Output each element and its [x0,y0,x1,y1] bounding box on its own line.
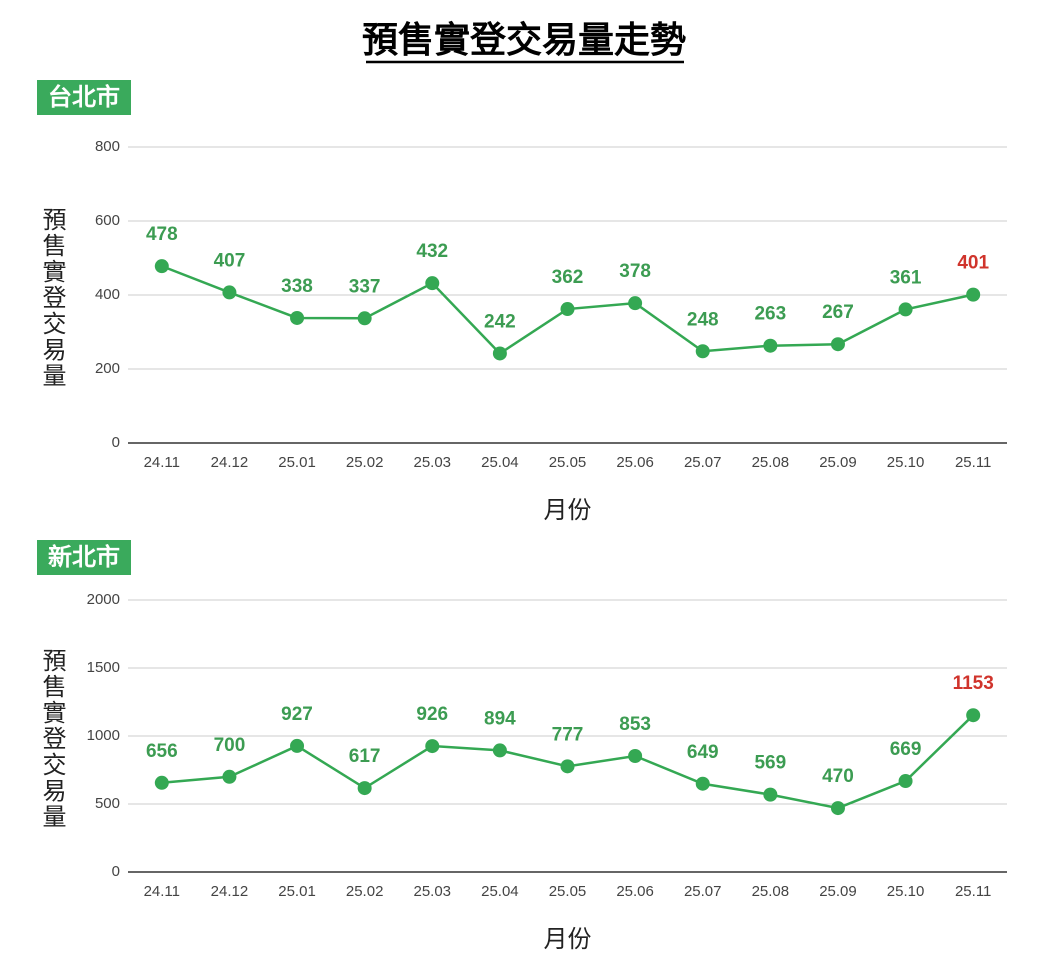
value-label: 894 [484,708,516,729]
point [357,781,372,796]
point [492,743,507,758]
value-label: 777 [552,724,584,745]
value-label: 478 [146,224,178,245]
badge [37,540,131,575]
value-label: 649 [687,742,719,763]
point [290,310,305,325]
x-tick-label: 25.03 [413,454,451,471]
x-tick-label: 25.05 [549,883,587,900]
y-tick-label: 800 [95,138,120,155]
point [695,344,710,359]
x-tick-label: 25.08 [752,454,790,471]
point [560,302,575,317]
value-label: 669 [890,739,922,760]
value-label: 242 [484,311,516,332]
point [425,739,440,754]
y-tick-label: 1000 [87,727,120,744]
point [898,302,913,317]
page-title: 預售實登交易量走勢 [362,19,686,61]
point [222,769,237,784]
x-tick-label: 25.10 [887,883,925,900]
value-label: 569 [754,753,786,774]
x-tick-label: 24.12 [211,883,249,900]
x-tick-label: 25.02 [346,883,384,900]
x-tick-label: 25.01 [278,454,316,471]
badge [37,80,131,115]
point [154,259,169,274]
x-axis-label: 月份 [544,496,592,524]
value-label: 263 [754,304,786,325]
value-label: 361 [890,267,922,288]
value-label: 853 [619,714,651,735]
value-label: 926 [416,704,448,725]
x-tick-label: 25.09 [819,454,857,471]
x-tick-label: 24.11 [144,454,180,471]
point [357,311,372,326]
value-label: 1153 [953,673,994,694]
value-label: 401 [957,253,989,274]
y-tick-label: 500 [95,795,120,812]
point [425,276,440,291]
x-tick-label: 25.08 [752,883,790,900]
y-tick-label: 1500 [87,659,120,676]
point [695,776,710,791]
point [628,296,643,311]
point [763,338,778,353]
point [966,708,981,723]
x-axis-label: 月份 [544,925,592,953]
point [966,287,981,302]
y-axis-label: 預售實登交易量 [38,648,66,830]
y-tick-label: 400 [95,286,120,303]
y-tick-label: 2000 [87,591,120,608]
y-tick-label: 0 [112,434,120,451]
value-label: 248 [687,309,719,330]
point [492,346,507,361]
x-tick-label: 25.01 [278,883,316,900]
x-tick-label: 25.06 [616,883,654,900]
x-tick-label: 25.10 [887,454,925,471]
x-tick-label: 24.11 [144,883,180,900]
value-label: 407 [214,250,246,271]
badge-label: 台北市 [48,83,120,111]
x-tick-label: 24.12 [211,454,249,471]
point [763,787,778,802]
y-tick-label: 600 [95,212,120,229]
value-label: 470 [822,766,854,787]
value-label: 337 [349,276,381,297]
x-tick-label: 25.06 [616,454,654,471]
x-tick-label: 25.03 [413,883,451,900]
y-tick-label: 0 [112,863,120,880]
x-tick-label: 25.11 [955,883,991,900]
x-tick-label: 25.09 [819,883,857,900]
x-tick-label: 25.11 [955,454,991,471]
value-label: 432 [416,241,448,262]
value-label: 362 [552,267,584,288]
point [830,801,845,816]
x-tick-label: 25.07 [684,454,722,471]
value-label: 378 [619,261,651,282]
value-label: 267 [822,302,854,323]
point [154,775,169,790]
x-tick-label: 25.02 [346,454,384,471]
y-tick-label: 200 [95,360,120,377]
value-label: 656 [146,741,178,762]
point [628,748,643,763]
badge-label: 新北市 [48,543,120,571]
point [830,337,845,352]
y-axis-label: 預售實登交易量 [38,207,66,389]
x-tick-label: 25.04 [481,454,519,471]
value-label: 927 [281,704,313,725]
x-tick-label: 25.04 [481,883,519,900]
point [222,285,237,300]
value-label: 617 [349,746,381,767]
x-tick-label: 25.07 [684,883,722,900]
x-tick-label: 25.05 [549,454,587,471]
point [560,759,575,774]
point [898,774,913,789]
value-label: 338 [281,276,313,297]
point [290,738,305,753]
value-label: 700 [214,735,246,756]
